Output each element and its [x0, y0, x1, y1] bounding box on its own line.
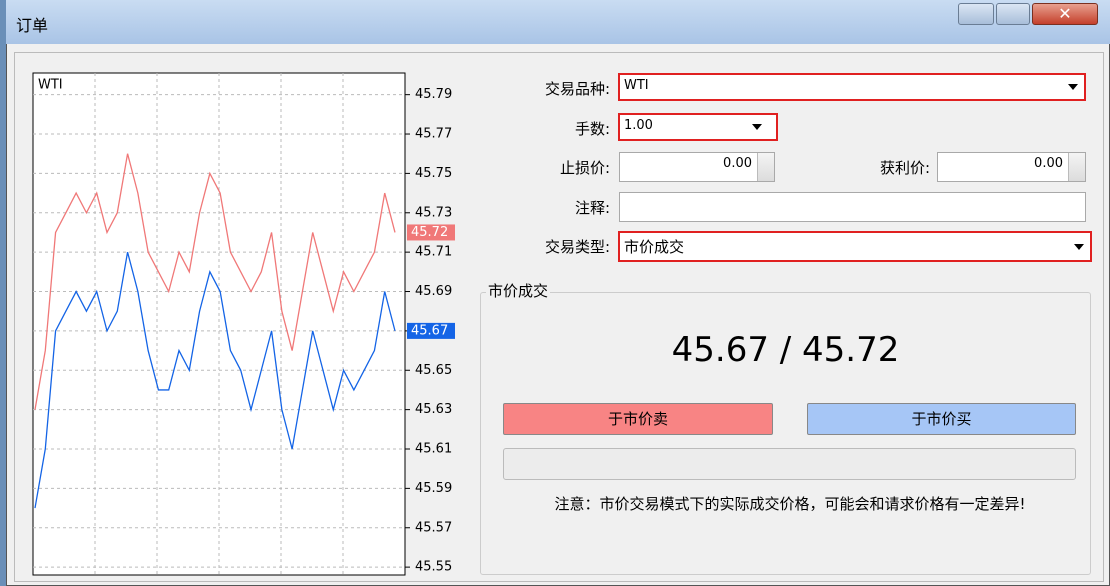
volume-label: 手数:: [574, 120, 610, 138]
minimize-button[interactable]: [958, 3, 994, 25]
price-display: 45.67 / 45.72: [671, 330, 900, 370]
y-tick-label: 45.69: [415, 284, 452, 299]
y-tick-label: 45.63: [415, 402, 452, 417]
maximize-button[interactable]: [996, 3, 1030, 25]
take-profit-value: 0.00: [1034, 156, 1063, 171]
volume-select[interactable]: 1.00: [618, 113, 778, 141]
symbol-select[interactable]: WTI: [618, 73, 1086, 101]
chart-frame: [32, 72, 406, 576]
comment-label: 注释:: [574, 199, 610, 217]
symbol-label: 交易品种:: [544, 80, 610, 98]
y-tick-label: 45.73: [415, 205, 452, 220]
window-title: 订单: [16, 16, 49, 35]
current-bid-label: 45.67: [411, 323, 448, 338]
stop-loss-value: 0.00: [723, 156, 752, 171]
take-profit-label: 获利价:: [879, 159, 930, 177]
y-tick-label: 45.61: [415, 442, 452, 457]
comment-input[interactable]: [619, 192, 1086, 222]
progress-bar: [503, 448, 1076, 480]
take-profit-input[interactable]: 0.00: [937, 152, 1086, 182]
chart: WTI 45.79 45.77 45.75 45.73 45.71 45.69 45.67 4…: [32, 72, 455, 576]
order-type-select[interactable]: 市价成交: [618, 231, 1092, 262]
group-box: [480, 292, 1091, 575]
y-tick-label: 45.79: [415, 87, 452, 102]
y-tick-label: 45.57: [415, 520, 452, 535]
title-bar: [6, 0, 1110, 44]
y-tick-label: 45.77: [415, 127, 452, 142]
y-tick-label: 45.55: [415, 560, 452, 575]
y-tick-label: 45.71: [415, 245, 452, 260]
price-line: [34, 153, 396, 410]
sell-button[interactable]: 于市价卖: [503, 403, 773, 435]
price-line: [34, 251, 396, 509]
order-type-value: 市价成交: [624, 238, 685, 256]
symbol-value: WTI: [624, 78, 649, 93]
chart-title: WTI: [38, 78, 63, 93]
stop-loss-input[interactable]: 0.00: [619, 152, 775, 182]
y-tick-label: 45.59: [415, 481, 452, 496]
current-bid-box: [407, 322, 455, 339]
volume-value: 1.00: [624, 118, 653, 133]
current-ask-box: [407, 224, 455, 241]
order-type-label: 交易类型:: [544, 238, 610, 256]
note: 注意：市价交易模式下的实际成交价格，可能会和请求价格有一定差异!: [554, 495, 1026, 513]
stop-loss-label: 止损价:: [559, 159, 610, 177]
group-title: 市价成交: [486, 280, 551, 301]
close-button[interactable]: ✕: [1032, 3, 1098, 25]
y-tick-label: 45.65: [415, 363, 452, 378]
y-tick-label: 45.75: [415, 166, 452, 181]
current-ask-label: 45.72: [411, 225, 448, 240]
buy-button[interactable]: 于市价买: [807, 403, 1076, 435]
